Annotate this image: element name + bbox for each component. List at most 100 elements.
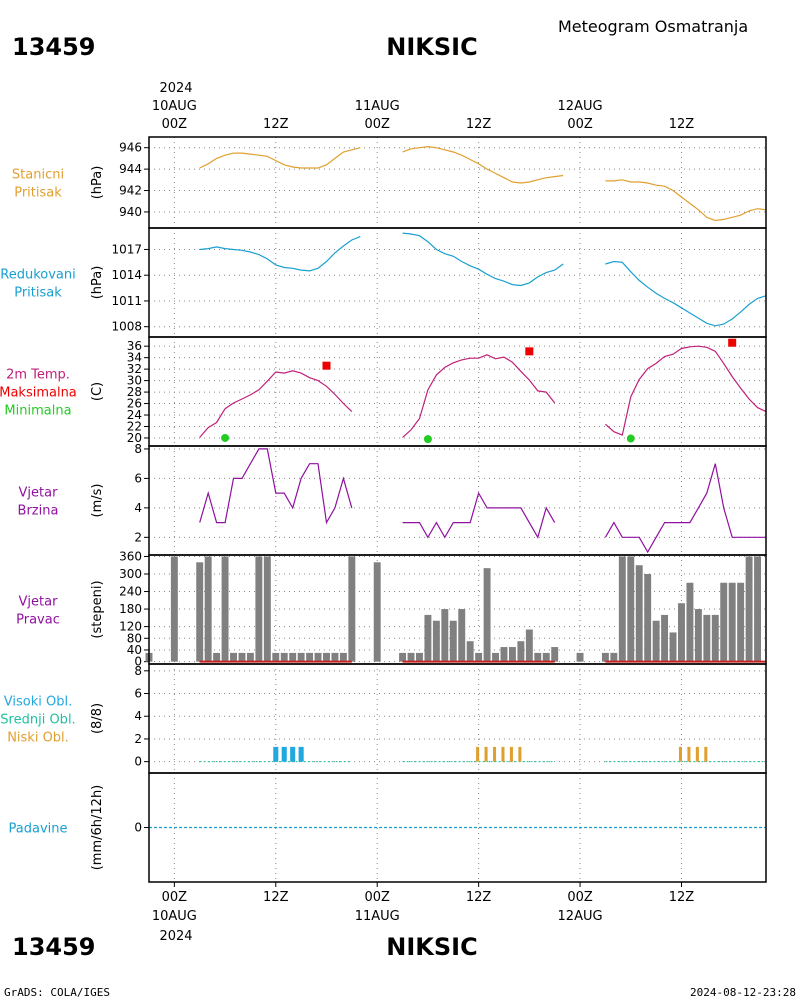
cloud-high-bar xyxy=(281,746,287,762)
panel-title-line: Vjetar xyxy=(19,595,59,610)
cloud-low-bar xyxy=(484,746,488,762)
wind-direction-bar xyxy=(458,609,466,662)
wind-direction-bar xyxy=(407,652,415,662)
panel-station_pressure: 940 942 944 946 (hPa) Stanicni Pritisak xyxy=(12,136,767,229)
y-tick-label: 1014 xyxy=(111,268,142,282)
bottom-hour-label: 00Z xyxy=(567,890,593,905)
y-tick-label: 22 xyxy=(127,419,142,433)
panel-frame xyxy=(148,227,767,338)
y-tick-label: 120 xyxy=(119,620,142,634)
wind-direction-bar xyxy=(728,582,736,662)
wind-direction-bar xyxy=(534,652,542,662)
panel-frame xyxy=(148,445,767,556)
wind-direction-bar xyxy=(306,652,314,662)
y-axis-label: (C) xyxy=(90,382,105,401)
series-line-station_pressure xyxy=(402,145,564,184)
wind-direction-bar xyxy=(272,652,280,662)
panel-wind_speed: 2 4 6 8 (m/s) Vjetar Brzina xyxy=(18,442,767,556)
wind-direction-bar xyxy=(432,620,440,662)
wind-direction-bar xyxy=(255,556,263,662)
panel-title-line: Padavine xyxy=(9,822,68,837)
tmax-marker xyxy=(322,361,331,370)
series-line-reduced_pressure xyxy=(402,232,564,287)
y-axis-label: (mm/6h/12h) xyxy=(90,785,105,871)
wind-direction-bar xyxy=(348,556,356,662)
tmin-marker xyxy=(221,433,230,442)
wind-direction-bar xyxy=(703,614,711,662)
bottom-date-label: 10AUG xyxy=(152,909,197,924)
y-axis-label: (stepeni) xyxy=(90,580,105,638)
y-tick-label: 40 xyxy=(127,643,142,657)
y-tick-label: 1017 xyxy=(111,242,142,256)
cloud-low-bar xyxy=(501,746,505,762)
series-line-station_pressure xyxy=(605,179,767,222)
series-line-wind_speed xyxy=(199,448,353,525)
panel-frame xyxy=(148,136,767,229)
y-axis-label: (hPa) xyxy=(90,166,105,200)
wind-direction-bar xyxy=(508,647,516,662)
wind-direction-bar xyxy=(669,632,677,662)
station-name-top: NIKSIC xyxy=(386,33,477,61)
panel-cloud_cover: 0 2 4 6 8 (8/8) Visoki Obl. Srednji Obl. Niski O… xyxy=(0,663,767,774)
panel-title-line: Srednji Obl. xyxy=(0,713,75,728)
wind-direction-bar xyxy=(323,652,330,662)
panel-title-line: Pritisak xyxy=(14,186,62,201)
panel-title-line: Pravac xyxy=(16,613,60,628)
panel-title-line: 2m Temp. xyxy=(6,368,70,383)
y-tick-label: 32 xyxy=(127,362,142,376)
bottom-hour-label: 12Z xyxy=(669,890,695,905)
series-line-temperature_2m xyxy=(402,354,556,438)
top-date-label: 12AUG xyxy=(558,99,603,114)
wind-direction-bar xyxy=(754,556,762,662)
panels: 940 942 944 946 (hPa) Stanicni Pritisak 1008 101… xyxy=(0,136,767,883)
wind-direction-bar xyxy=(678,603,685,662)
y-tick-label: 2 xyxy=(134,530,142,544)
y-tick-label: 28 xyxy=(127,385,142,399)
wind-direction-bar xyxy=(601,652,609,662)
bottom-hour-label: 00Z xyxy=(162,890,188,905)
cloud-low-bar xyxy=(476,746,480,762)
y-tick-label: 0 xyxy=(134,655,142,669)
series-line-wind_speed xyxy=(604,463,766,554)
y-tick-label: 1011 xyxy=(111,294,142,308)
wind-direction-bar xyxy=(297,652,305,662)
cloud-low-bar xyxy=(492,746,497,762)
series-line-temperature_2m xyxy=(605,345,767,436)
wind-direction-bar xyxy=(466,641,474,662)
panel-title-line: Vjetar xyxy=(19,486,59,501)
y-tick-label: 34 xyxy=(127,351,142,365)
y-tick-label: 26 xyxy=(127,397,142,411)
cloud-high-bar xyxy=(298,746,304,762)
top-date-label: 10AUG xyxy=(152,99,197,114)
wind-direction-bar xyxy=(399,652,407,662)
bottom-hour-label: 12Z xyxy=(466,890,492,905)
panel-title-line: Stanicni xyxy=(12,168,64,183)
wind-direction-bar xyxy=(314,652,322,662)
wind-direction-bar xyxy=(618,556,626,662)
series-line-wind_speed xyxy=(402,491,556,539)
wind-direction-bar xyxy=(230,652,237,662)
bottom-hour-label: 00Z xyxy=(364,890,390,905)
wind-direction-bar xyxy=(204,556,212,662)
wind-direction-bar xyxy=(610,652,618,662)
bottom-date-label: 12AUG xyxy=(558,909,603,924)
y-axis-label: (8/8) xyxy=(90,703,105,734)
top-hour-label: 00Z xyxy=(567,117,593,132)
wind-direction-bar xyxy=(542,652,550,662)
cloud-low-bar xyxy=(518,746,522,762)
wind-direction-bar xyxy=(246,652,254,662)
tmin-marker xyxy=(423,435,432,444)
wind-direction-bar xyxy=(238,652,246,662)
series-line-station_pressure xyxy=(199,147,361,169)
top-date-label: 11AUG xyxy=(355,99,400,114)
y-tick-label: 6 xyxy=(134,687,142,701)
wind-direction-bar xyxy=(686,582,694,662)
wind-direction-bar xyxy=(635,565,643,662)
y-tick-label: 6 xyxy=(134,471,142,485)
y-tick-label: 944 xyxy=(119,162,142,176)
top-hour-label: 00Z xyxy=(364,117,390,132)
wind-direction-bar xyxy=(517,641,525,662)
wind-direction-bar xyxy=(289,652,297,662)
